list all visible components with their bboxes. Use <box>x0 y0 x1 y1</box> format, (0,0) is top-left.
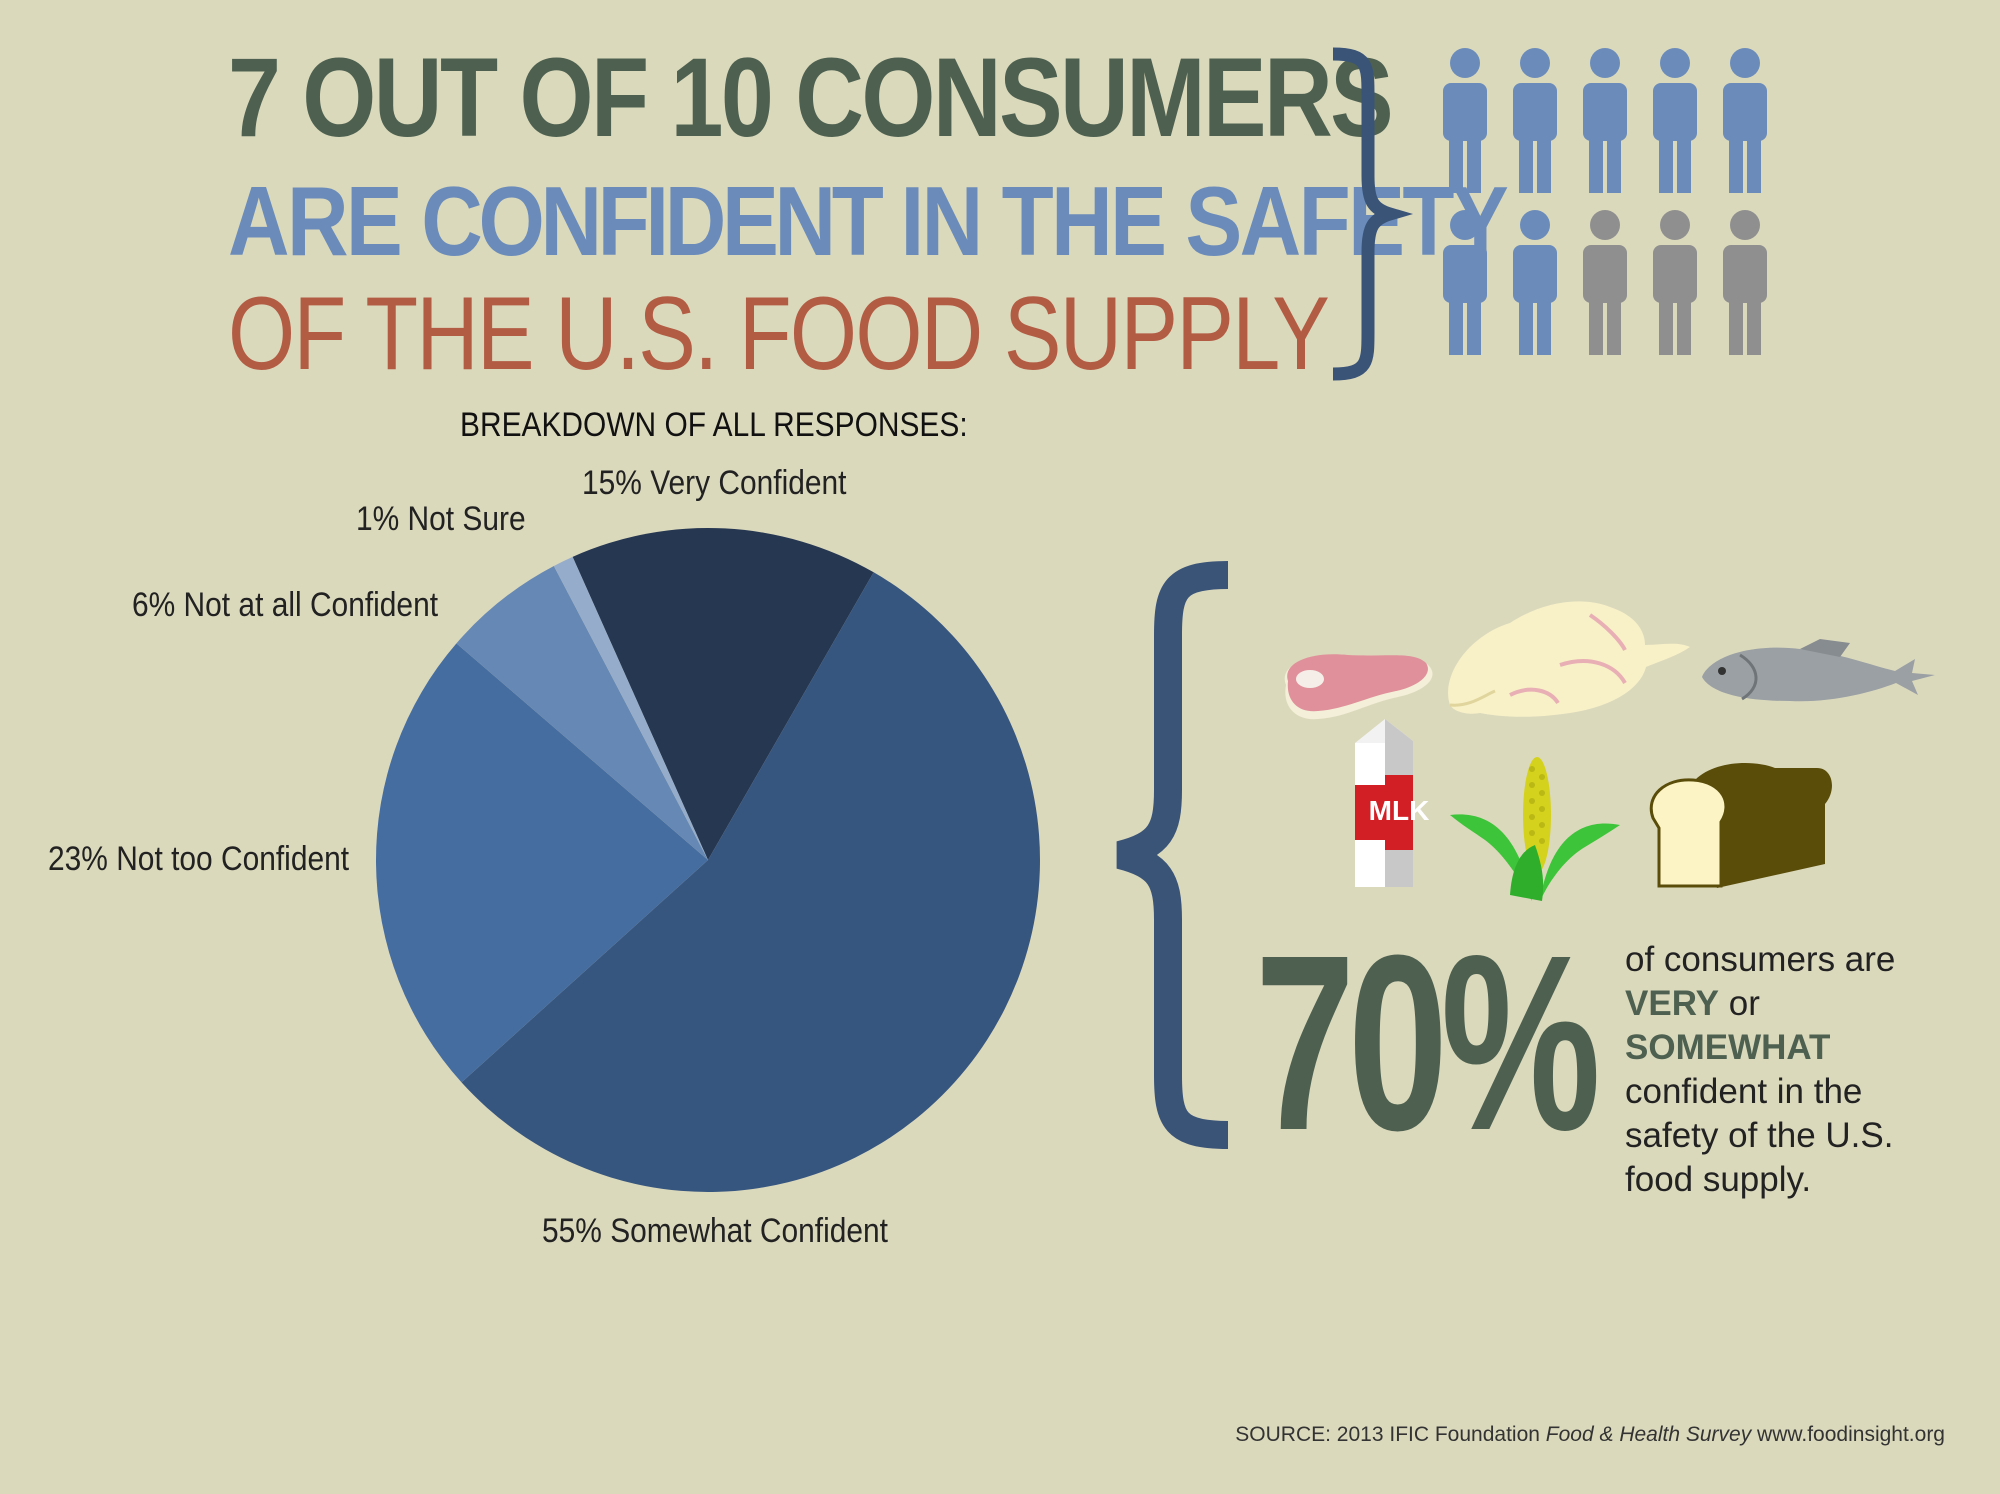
bread-icon <box>1649 763 1832 888</box>
source-suffix: www.foodinsight.org <box>1751 1423 1945 1446</box>
label-not-too-confident: 23% Not too Confident <box>48 840 350 878</box>
desc-somewhat: SOMEWHAT <box>1625 1028 1831 1067</box>
large-brace-icon <box>1116 561 1229 1149</box>
person-icon <box>1583 210 1627 355</box>
meat-icon <box>1284 654 1433 720</box>
desc-part2: or <box>1719 984 1760 1023</box>
person-icon <box>1653 210 1697 355</box>
person-icon <box>1723 210 1767 355</box>
person-icon <box>1583 48 1627 193</box>
headline-line-1: 7 OUT OF 10 CONSUMERS <box>228 35 1394 160</box>
person-icon <box>1443 210 1487 355</box>
source-footnote: SOURCE: 2013 IFIC Foundation Food & Heal… <box>1235 1423 1945 1447</box>
headline-line-2: ARE CONFIDENT IN THE SAFETY <box>228 172 1509 270</box>
person-icon <box>1513 48 1557 193</box>
source-prefix: SOURCE: 2013 IFIC Foundation <box>1235 1423 1546 1446</box>
fish-icon <box>1702 639 1935 702</box>
pie-slice-not-too-confident <box>376 643 708 1083</box>
person-icon <box>1443 48 1487 193</box>
desc-very: VERY <box>1625 984 1720 1023</box>
chart-title: BREAKDOWN OF ALL RESPONSES: <box>460 406 968 444</box>
desc-part1: of consumers are <box>1625 940 1896 979</box>
corn-icon <box>1450 757 1620 901</box>
person-icon <box>1653 48 1697 193</box>
headline-are: ARE <box>228 166 422 276</box>
headline-confident: CONFIDENT <box>421 166 884 276</box>
headline-in-the-safety: IN THE SAFETY <box>879 166 1509 276</box>
pie-slice-not-at-all-confident <box>456 565 708 860</box>
pie-slice-somewhat-confident <box>461 572 1040 1192</box>
headline-brace-icon <box>1332 47 1414 381</box>
headline-line-3: OF THE U.S. FOOD SUPPLY <box>228 276 1330 392</box>
person-icon <box>1723 48 1767 193</box>
label-not-at-all-confident: 6% Not at all Confident <box>132 586 439 624</box>
person-icon <box>1513 210 1557 355</box>
pie-slice-not-sure <box>553 556 708 860</box>
pie-chart <box>376 528 1040 1192</box>
chicken-icon <box>1448 601 1690 717</box>
milk-label: MLK <box>1369 795 1430 826</box>
label-not-sure: 1% Not Sure <box>356 500 526 538</box>
pie-slice-very-confident <box>572 528 874 860</box>
people-grid <box>1443 48 1767 355</box>
label-very-confident: 15% Very Confident <box>582 464 847 502</box>
highlight-description: of consumers are VERY or SOMEWHAT confid… <box>1625 938 1955 1202</box>
source-survey: Food & Health Survey <box>1545 1423 1752 1446</box>
milk-carton-icon: MLK <box>1355 719 1429 887</box>
desc-part3: confident in the safety of the U.S. food… <box>1625 1072 1894 1199</box>
big-percentage: 70% <box>1255 903 1601 1182</box>
label-somewhat-confident: 55% Somewhat Confident <box>542 1212 888 1250</box>
